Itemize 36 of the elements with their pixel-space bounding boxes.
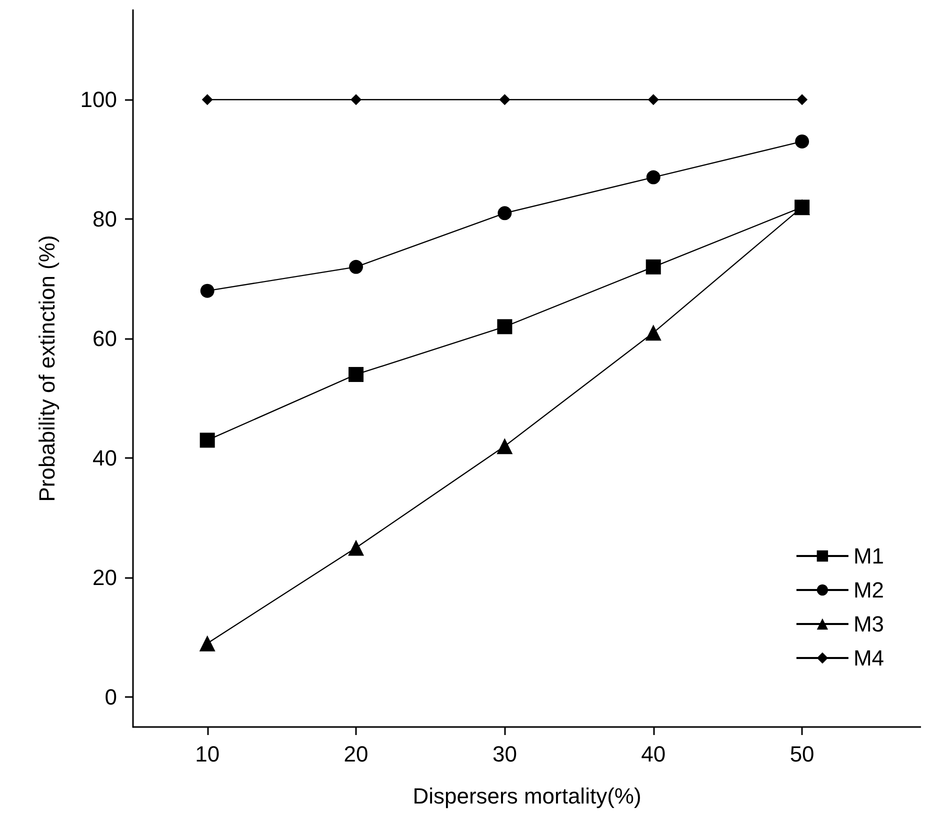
point	[199, 635, 216, 652]
y-tick-label: 80	[92, 206, 117, 232]
point	[796, 94, 808, 106]
x-tick-label: 10	[195, 742, 220, 766]
point	[794, 200, 810, 215]
legend-label: M1	[853, 544, 884, 568]
point	[200, 284, 214, 298]
point	[350, 94, 362, 106]
x-tick-label: 40	[641, 742, 666, 766]
point	[496, 438, 513, 454]
point	[349, 260, 364, 274]
point	[645, 324, 662, 341]
legend-label: M2	[853, 578, 884, 602]
point	[497, 319, 512, 334]
y-tick-label: 0	[104, 684, 117, 710]
x-axis-title: Dispersers mortality(%)	[412, 784, 642, 808]
x-tick-label: 50	[790, 742, 814, 766]
point	[499, 94, 510, 106]
point	[348, 366, 364, 382]
point	[795, 134, 810, 148]
y-axis-title: Probability of extinction (%)	[34, 235, 60, 502]
legend-label: M4	[853, 646, 884, 670]
legend-label: M3	[853, 612, 884, 636]
y-tick-label: 60	[92, 326, 117, 352]
point	[498, 206, 512, 220]
point	[648, 94, 659, 106]
y-tick-label: 100	[80, 87, 117, 112]
point	[646, 259, 661, 274]
y-tick-label: 40	[92, 446, 117, 471]
x-tick-label: 30	[492, 742, 517, 766]
point	[348, 540, 364, 556]
point	[200, 432, 215, 448]
x-tick-label: 20	[344, 742, 368, 766]
point	[202, 94, 213, 106]
y-tick-label: 20	[92, 565, 117, 590]
point	[646, 170, 660, 184]
